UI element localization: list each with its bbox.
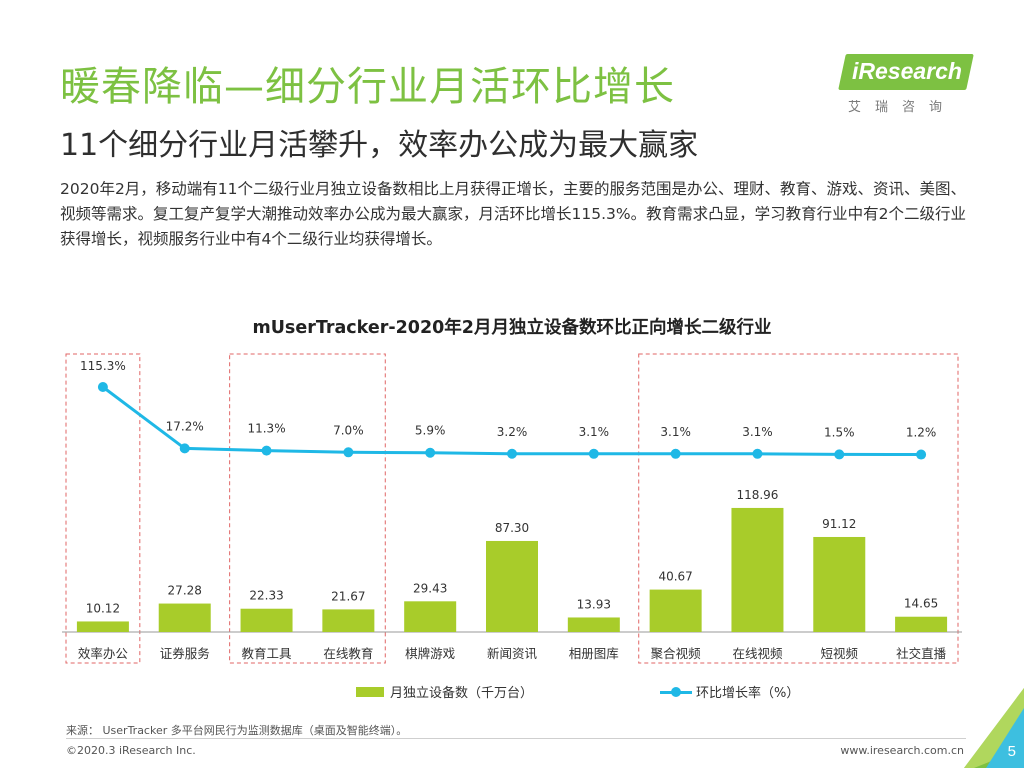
growth-point-3 (343, 447, 354, 458)
growth-point-1 (179, 443, 190, 454)
growth-label-10: 1.2% (906, 426, 937, 440)
growth-point-8 (752, 448, 763, 459)
category-label-10: 社交直播 (896, 646, 947, 661)
bar-value-label-3: 21.67 (331, 589, 365, 603)
growth-label-4: 5.9% (415, 424, 446, 438)
logo-brand-text: iResearch (852, 58, 962, 84)
bar-8 (731, 507, 784, 632)
growth-label-9: 1.5% (824, 425, 855, 439)
category-label-2: 教育工具 (242, 646, 293, 661)
copyright-text: ©2020.3 iResearch Inc. (66, 744, 196, 757)
website-link[interactable]: www.iresearch.com.cn (840, 744, 964, 757)
bar-value-label-10: 14.65 (904, 597, 938, 611)
bar-value-label-0: 10.12 (86, 601, 120, 615)
page-title: 暖春降临—细分行业月活环比增长 (60, 64, 675, 110)
growth-point-0 (97, 382, 108, 392)
category-label-0: 效率办公 (78, 646, 129, 661)
chart-title: mUserTracker-2020年2月月独立设备数环比正向增长二级行业 (252, 318, 772, 338)
growth-point-5 (507, 448, 517, 459)
growth-point-9 (834, 449, 845, 460)
category-label-3: 在线教育 (323, 646, 373, 661)
category-label-5: 新闻资讯 (487, 646, 538, 661)
combo-chart: 10.12 27.28 22.33 21.67 29.43 87.30 13.93 40.67… (62, 353, 962, 664)
growth-point-10 (916, 449, 927, 460)
growth-label-2: 11.3% (247, 422, 285, 436)
bar-1 (158, 603, 211, 632)
bar-4 (404, 601, 457, 632)
growth-point-2 (261, 445, 272, 456)
bar-value-label-9: 91.12 (822, 517, 856, 531)
corner-decoration (964, 688, 1024, 768)
bar-value-label-8: 118.96 (736, 488, 778, 502)
bar-value-label-4: 29.43 (413, 581, 447, 595)
bar-7 (649, 589, 702, 632)
growth-point-6 (588, 448, 599, 459)
legend-line-label: 环比增长率（%） (696, 686, 800, 701)
category-label-4: 棋牌游戏 (405, 646, 455, 661)
page-subtitle: 11个细分行业月活攀升，效率办公成为最大赢家 (60, 128, 699, 163)
page-number: 5 (1007, 743, 1016, 760)
bar-5 (486, 540, 538, 632)
bar-value-label-6: 13.93 (577, 597, 611, 611)
description-text: 2020年2月，移动端有11个二级行业月独立设备数相比上月获得正增长，主要的服务… (60, 180, 967, 248)
bar-0 (76, 621, 129, 632)
growth-label-1: 17.2% (166, 419, 204, 433)
growth-point-7 (670, 448, 681, 459)
category-label-9: 短视频 (821, 646, 859, 661)
iresearch-logo: iResearch 艾瑞咨询 (838, 54, 980, 124)
bar-9 (813, 536, 866, 632)
footer-divider (66, 738, 966, 739)
source-note: 来源： UserTracker 多平台网民行为监测数据库（桌面及智能终端）。 (66, 724, 408, 737)
highlight-box-2 (638, 353, 959, 664)
legend-bar-swatch (356, 686, 384, 697)
bar-6 (567, 617, 620, 632)
category-label-8: 在线视频 (732, 646, 783, 661)
growth-label-7: 3.1% (660, 425, 691, 439)
category-label-1: 证券服务 (160, 646, 210, 661)
growth-point-4 (425, 447, 436, 458)
legend-item-bar: 月独立设备数（千万台） (356, 682, 533, 701)
legend-item-line: 环比增长率（%） (660, 682, 799, 701)
growth-label-3: 7.0% (333, 423, 364, 437)
bar-2 (240, 608, 293, 632)
category-label-6: 相册图库 (569, 646, 619, 661)
growth-label-6: 3.1% (579, 425, 610, 439)
growth-label-5: 3.2% (497, 425, 528, 439)
bar-value-label-1: 27.28 (168, 584, 202, 598)
category-label-7: 聚合视频 (651, 646, 702, 661)
growth-label-8: 3.1% (742, 425, 773, 439)
growth-label-0: 115.3% (80, 359, 126, 373)
logo-chinese-text: 艾瑞咨询 (848, 100, 957, 115)
bar-value-label-2: 22.33 (249, 589, 283, 603)
bar-value-label-7: 40.67 (658, 570, 692, 584)
highlight-box-0 (65, 353, 141, 664)
growth-rate-line (101, 385, 922, 456)
bar-value-label-5: 87.30 (495, 521, 529, 535)
bar-3 (322, 609, 375, 632)
highlight-box-1 (229, 353, 386, 664)
legend-bar-label: 月独立设备数（千万台） (390, 686, 534, 701)
bar-10 (895, 616, 948, 632)
chart-legend: 月独立设备数（千万台） 环比增长率（%） (0, 682, 1024, 704)
legend-line-swatch (660, 686, 692, 697)
